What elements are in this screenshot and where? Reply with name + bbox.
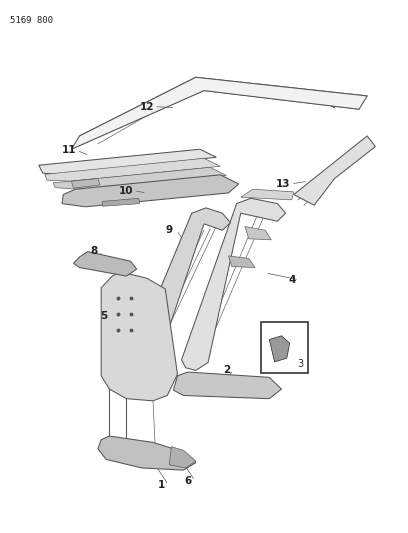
Text: 9: 9	[166, 225, 173, 235]
Polygon shape	[241, 189, 294, 200]
Polygon shape	[98, 436, 196, 470]
Text: 5: 5	[100, 311, 108, 320]
Polygon shape	[102, 198, 140, 206]
Polygon shape	[73, 252, 137, 276]
Polygon shape	[169, 447, 196, 468]
Text: 6: 6	[184, 476, 191, 486]
Polygon shape	[53, 167, 226, 189]
Text: 12: 12	[140, 102, 154, 111]
Text: 10: 10	[119, 186, 134, 196]
Text: 3: 3	[297, 359, 303, 369]
Polygon shape	[71, 77, 367, 149]
Polygon shape	[173, 372, 282, 399]
Text: 8: 8	[90, 246, 98, 255]
Polygon shape	[39, 149, 216, 174]
Text: 11: 11	[62, 146, 77, 155]
Polygon shape	[294, 136, 375, 205]
Text: 13: 13	[276, 179, 291, 189]
Text: 4: 4	[288, 275, 295, 285]
Polygon shape	[269, 336, 290, 362]
Text: 2: 2	[223, 366, 230, 375]
Polygon shape	[71, 179, 100, 188]
Polygon shape	[245, 227, 271, 240]
Polygon shape	[182, 198, 286, 370]
Polygon shape	[101, 272, 177, 401]
Text: 1: 1	[157, 480, 165, 490]
Polygon shape	[228, 256, 255, 268]
Polygon shape	[62, 175, 239, 207]
Text: 5169 800: 5169 800	[10, 16, 53, 25]
Polygon shape	[131, 208, 231, 370]
Polygon shape	[45, 158, 220, 181]
Bar	[261, 322, 308, 373]
